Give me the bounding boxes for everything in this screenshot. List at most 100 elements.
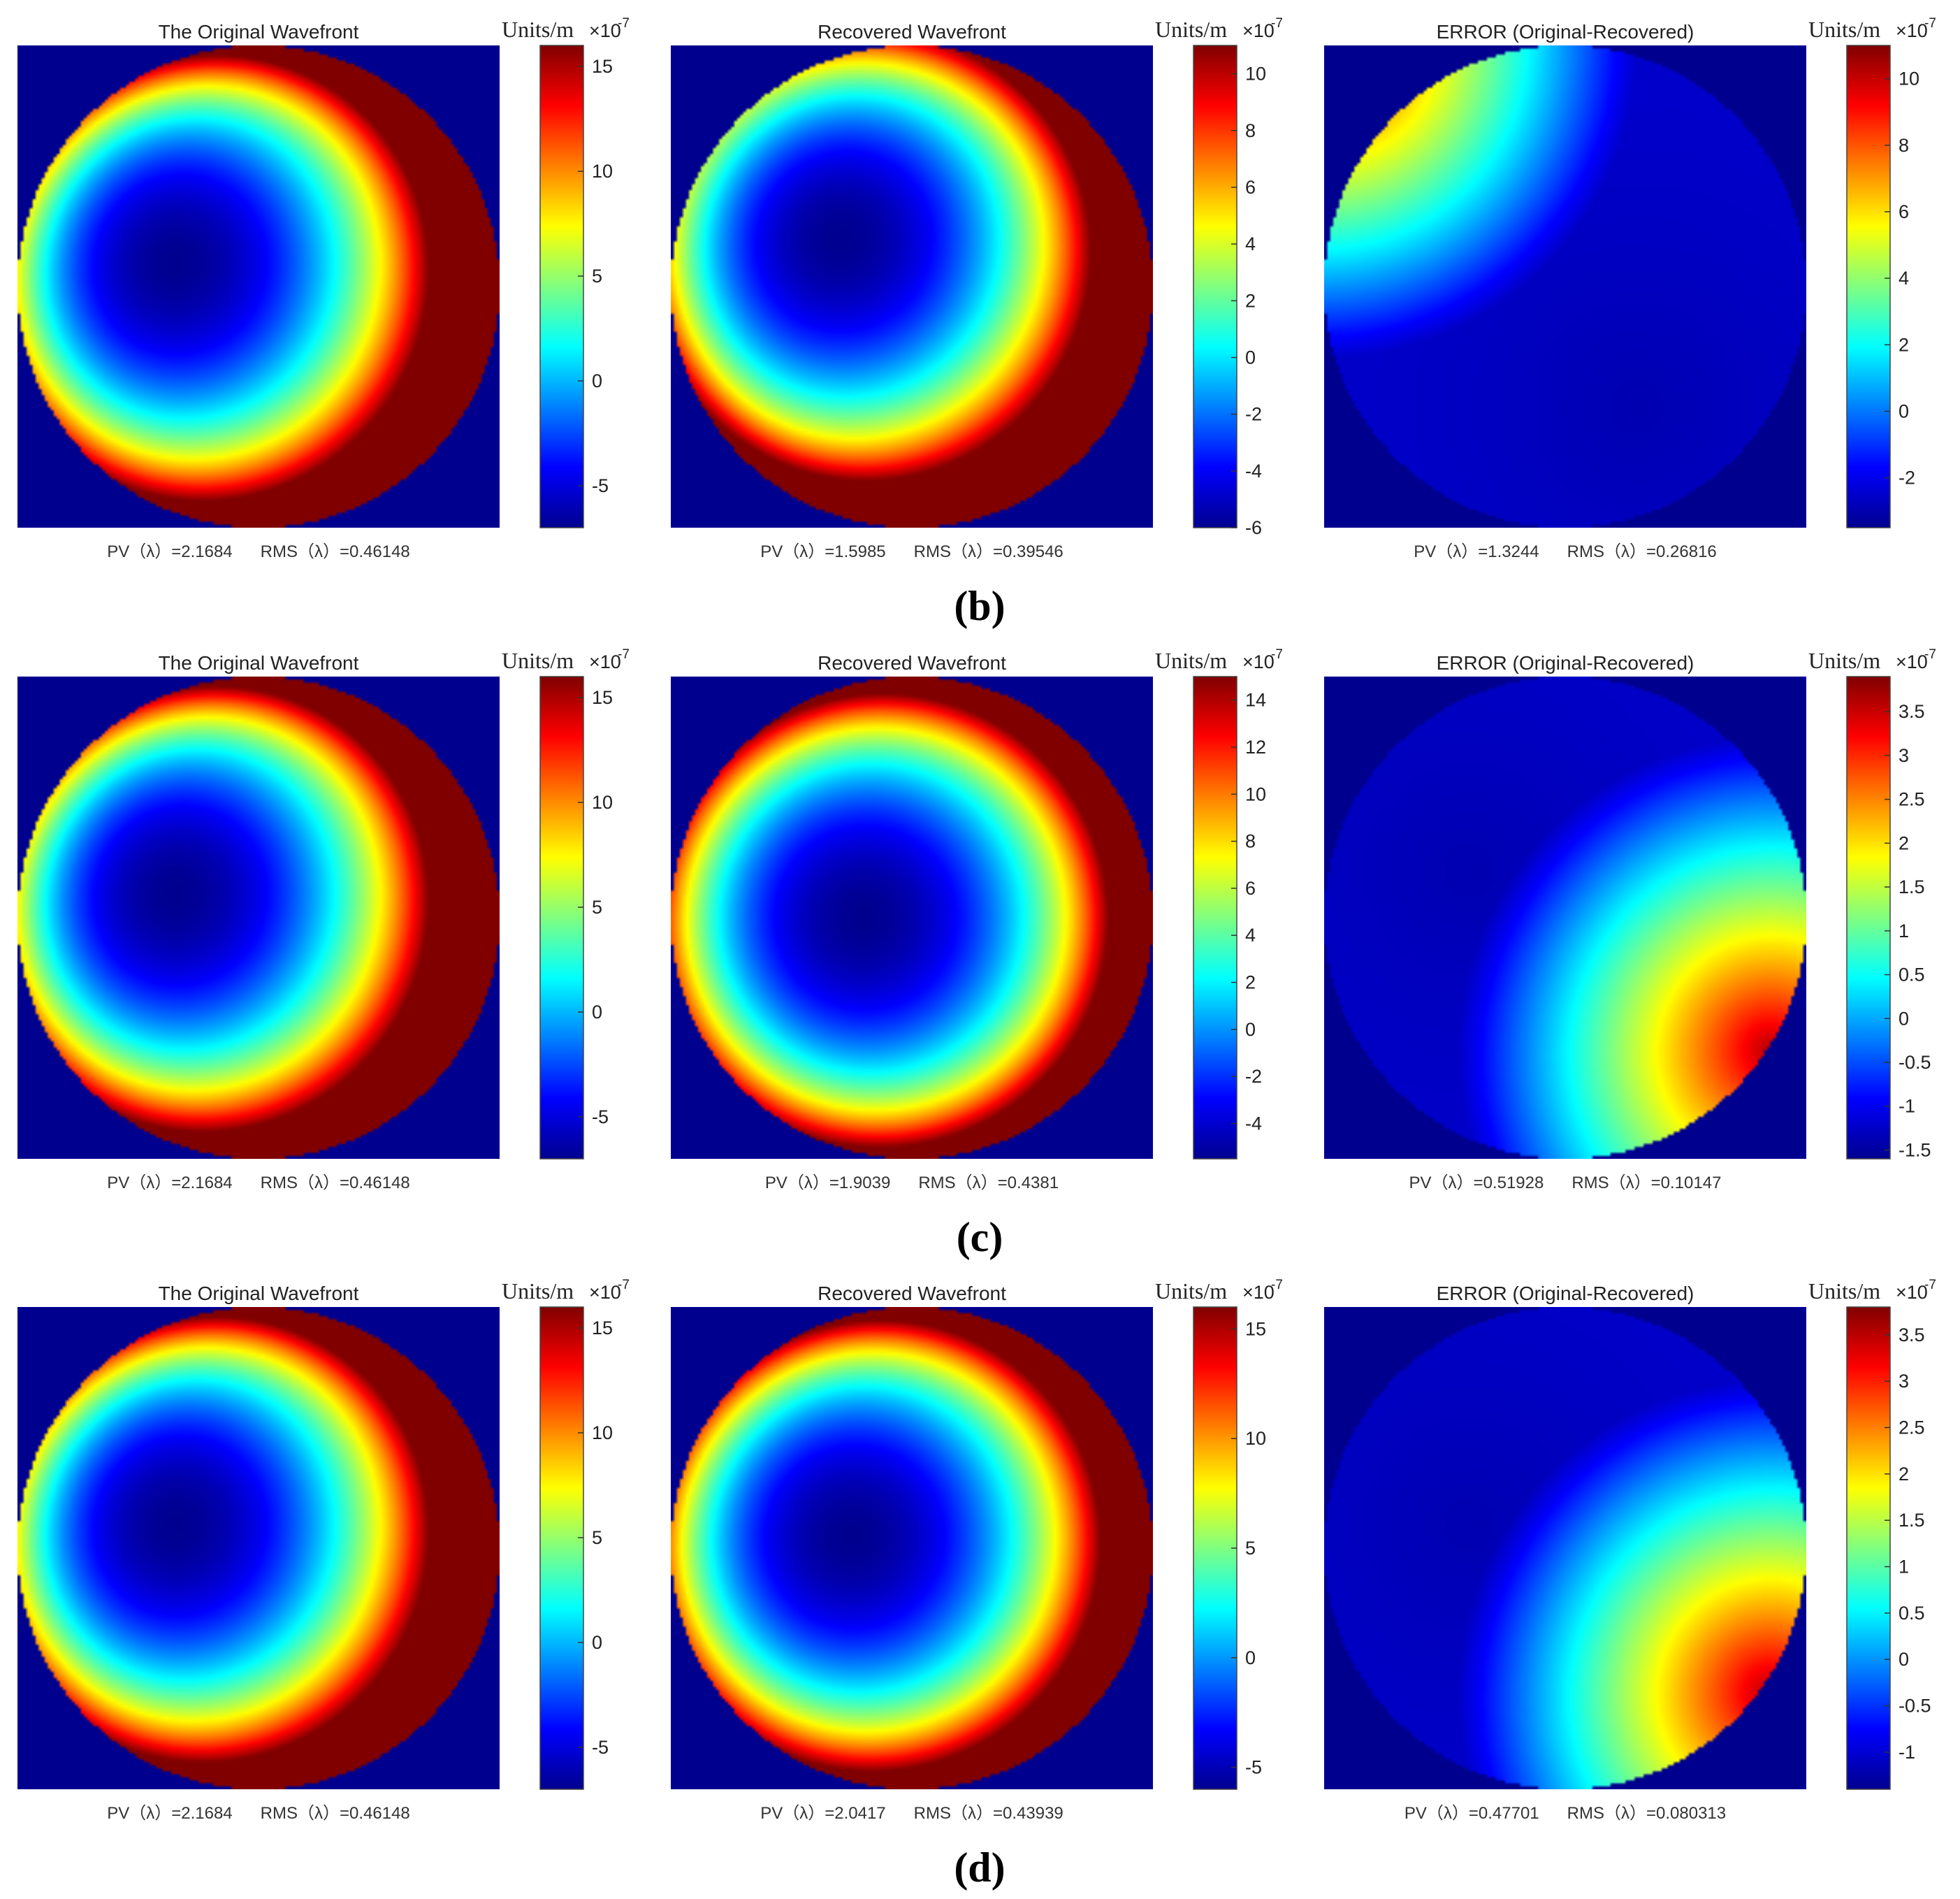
wavefront-panel: Recovered Wavefront Units/m ×10-7 15 10 5 0 -5 P… — [671, 1278, 1283, 1823]
pv-rms-stats: PV（λ）=1.9039 RMS（λ）=0.4381 — [765, 1174, 1059, 1192]
colorbar-tick-label: -0.5 — [1899, 1052, 1931, 1073]
colorbar-tick-label: 5 — [592, 1527, 602, 1548]
wavefront-map — [671, 45, 1153, 528]
colorbar-unit-label: Units/m — [502, 17, 574, 42]
colorbar-tick-label: 2 — [1899, 832, 1909, 853]
panel-title: Recovered Wavefront — [818, 652, 1006, 674]
colorbar-tick-label: 0 — [1899, 400, 1909, 421]
colorbar-tick-label: 3 — [1899, 745, 1909, 766]
colorbar-tick-label: 0.5 — [1899, 965, 1925, 985]
colorbar-unit-label: Units/m — [1155, 1278, 1227, 1304]
colorbar-tick-label: 10 — [1899, 68, 1919, 89]
colorbar-exponent: ×10 — [1896, 651, 1928, 672]
colorbar-tick-label: -5 — [592, 475, 609, 496]
colorbar-tick-label: 2.5 — [1899, 1417, 1925, 1438]
colorbar-tick-label: 5 — [1245, 1538, 1256, 1559]
wavefront-panel: The Original Wavefront Units/m ×10-7 15 10 5 0… — [17, 1278, 630, 1823]
wavefront-panel: The Original Wavefront Units/m ×10-7 15 10 5 0… — [17, 16, 630, 561]
colorbar-exponent-power: -7 — [1924, 16, 1936, 31]
colorbar-tick-label: -0.5 — [1899, 1696, 1931, 1717]
colorbar-tick-label: 1 — [1899, 1557, 1909, 1577]
wavefront-map — [671, 1307, 1153, 1789]
colorbar-tick-label: 3 — [1899, 1371, 1909, 1392]
wavefront-map — [1324, 677, 1806, 1159]
colorbar-exponent-power: -7 — [1924, 647, 1936, 662]
colorbar-tick-label: 3.5 — [1899, 701, 1925, 722]
colorbar-tick-label: 2 — [1899, 334, 1909, 355]
colorbar-tick-label: 0 — [592, 1632, 602, 1653]
panel-title: The Original Wavefront — [159, 652, 359, 674]
wavefront-map — [17, 1307, 500, 1789]
colorbar-unit-label: Units/m — [1155, 17, 1227, 42]
colorbar-tick-label: -4 — [1245, 461, 1262, 482]
colorbar — [1193, 45, 1237, 528]
row-label: (d) — [954, 1844, 1005, 1891]
wavefront-map — [1324, 45, 1806, 528]
colorbar-tick-label: 8 — [1899, 135, 1909, 156]
wavefront-panel: ERROR (Original-Recovered) Units/m ×10-7 10… — [1324, 16, 1936, 561]
panel-title: ERROR (Original-Recovered) — [1437, 1283, 1694, 1304]
colorbar-tick-label: 4 — [1899, 268, 1909, 289]
colorbar — [1193, 676, 1237, 1160]
colorbar-tick-label: 15 — [592, 56, 613, 77]
colorbar-exponent: ×10 — [589, 20, 621, 41]
row-label: (c) — [957, 1214, 1003, 1260]
colorbar-tick-label: 10 — [1245, 1428, 1266, 1449]
colorbar-tick-label: 10 — [592, 1422, 613, 1443]
colorbar-tick-label: -5 — [1245, 1757, 1262, 1778]
wavefront-panel: Recovered Wavefront Units/m ×10-7 14 12 10 8 6 4… — [671, 647, 1283, 1192]
colorbar-unit-label: Units/m — [502, 648, 574, 673]
colorbar-exponent-power: -7 — [1924, 1278, 1936, 1292]
colorbar-tick-label: 1 — [1899, 920, 1909, 941]
colorbar-tick-label: 15 — [592, 687, 613, 708]
pv-rms-stats: PV（λ）=0.51928 RMS（λ）=0.10147 — [1409, 1174, 1722, 1192]
colorbar-tick-label: 1.5 — [1899, 1510, 1925, 1531]
colorbar-tick-label: 1.5 — [1899, 876, 1925, 897]
figure-row: The Original Wavefront Units/m ×10-7151050… — [17, 16, 1936, 629]
colorbar-tick-label: -1 — [1899, 1742, 1915, 1763]
colorbar-tick-label: -2 — [1245, 404, 1262, 425]
colorbar-exponent-power: -7 — [1271, 647, 1283, 662]
row-label: (b) — [954, 583, 1005, 629]
colorbar-exponent: ×10 — [1896, 1282, 1928, 1303]
colorbar-tick-label: -5 — [592, 1737, 609, 1758]
colorbar-tick-label: 0.5 — [1899, 1603, 1925, 1624]
colorbar-tick-label: 2 — [1245, 972, 1256, 993]
colorbar-unit-label: Units/m — [1808, 1278, 1880, 1304]
colorbar — [1846, 45, 1891, 528]
colorbar-tick-label: 15 — [592, 1317, 613, 1338]
colorbar-unit-label: Units/m — [1155, 648, 1227, 673]
colorbar-tick-label: 10 — [592, 161, 613, 182]
panel-title: ERROR (Original-Recovered) — [1437, 652, 1694, 674]
colorbar-exponent-power: -7 — [618, 647, 630, 662]
panel-title: The Original Wavefront — [159, 1283, 359, 1304]
colorbar-tick-label: 5 — [592, 897, 602, 918]
colorbar-exponent: ×10 — [1242, 651, 1275, 672]
colorbar — [1846, 676, 1891, 1160]
colorbar-unit-label: Units/m — [1808, 17, 1880, 42]
colorbar-tick-label: 14 — [1245, 690, 1266, 711]
pv-rms-stats: PV（λ）=1.3244 RMS（λ）=0.26816 — [1414, 542, 1717, 561]
panel-title: The Original Wavefront — [159, 21, 359, 43]
colorbar-tick-label: 6 — [1899, 201, 1909, 222]
figure-row: The Original Wavefront Units/m ×10-7151050… — [17, 1278, 1936, 1891]
colorbar — [1846, 1306, 1891, 1790]
colorbar-tick-label: -1 — [1899, 1096, 1915, 1117]
colorbar-tick-label: 0 — [592, 370, 602, 391]
colorbar-tick-label: 10 — [1245, 64, 1266, 85]
pv-rms-stats: PV（λ）=2.1684 RMS（λ）=0.46148 — [107, 1174, 410, 1192]
panel-title: Recovered Wavefront — [818, 1283, 1006, 1304]
colorbar-tick-label: 0 — [592, 1002, 602, 1023]
colorbar-exponent-power: -7 — [1271, 1278, 1283, 1292]
colorbar-tick-label: 3.5 — [1899, 1324, 1925, 1345]
wavefront-map — [671, 677, 1153, 1159]
colorbar-exponent: ×10 — [1242, 1282, 1275, 1303]
colorbar-tick-label: 4 — [1245, 925, 1256, 946]
colorbar-tick-label: 0 — [1245, 347, 1256, 368]
colorbar-tick-label: 6 — [1245, 878, 1256, 899]
colorbar-tick-label: 0 — [1899, 1649, 1909, 1670]
colorbar-tick-label: 2 — [1899, 1464, 1909, 1485]
colorbar-tick-label: 8 — [1245, 831, 1256, 852]
colorbar-exponent: ×10 — [589, 1282, 621, 1303]
wavefront-panel: ERROR (Original-Recovered) Units/m ×10-7 3.… — [1324, 1278, 1936, 1823]
